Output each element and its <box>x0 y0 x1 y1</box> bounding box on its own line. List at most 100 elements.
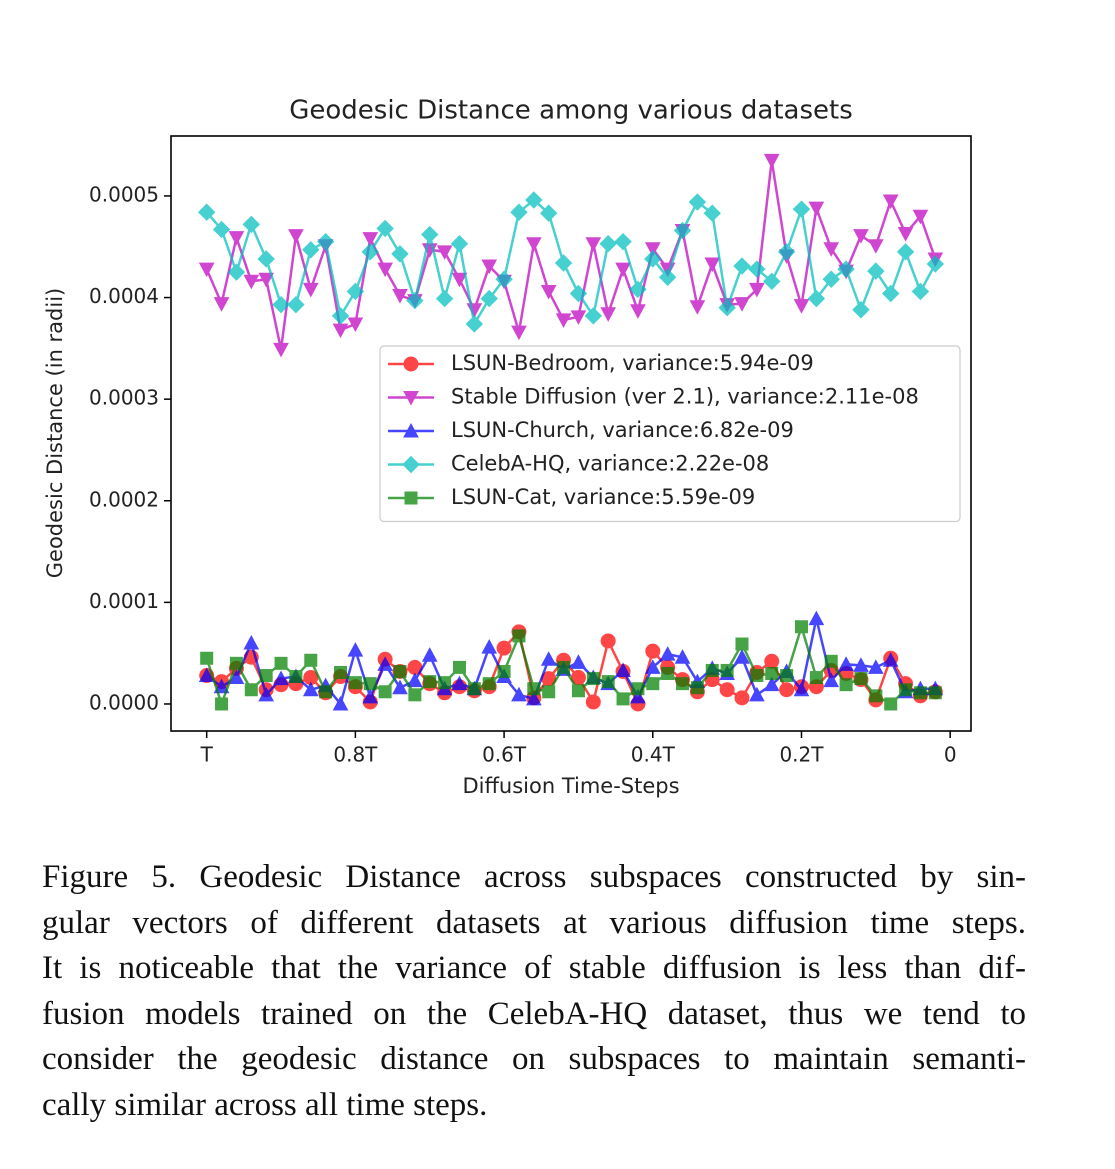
marker <box>867 262 885 280</box>
marker <box>527 682 541 696</box>
marker <box>690 681 704 695</box>
marker <box>228 669 245 685</box>
marker <box>258 686 275 702</box>
marker <box>882 652 899 667</box>
marker <box>644 250 662 268</box>
marker <box>854 672 868 686</box>
legend-swatch <box>388 422 434 438</box>
marker <box>750 669 764 683</box>
marker <box>586 672 600 686</box>
marker <box>406 291 424 310</box>
marker <box>614 232 632 251</box>
marker <box>407 672 423 688</box>
marker <box>569 284 588 303</box>
marker <box>718 299 736 317</box>
legend-label: CelebA-HQ, variance:2.22e-08 <box>451 452 769 476</box>
marker <box>615 262 631 278</box>
marker <box>659 646 676 661</box>
y-tick-label: 0.0000 <box>89 690 159 714</box>
marker <box>570 310 587 325</box>
marker <box>631 682 645 696</box>
marker <box>867 239 884 254</box>
marker <box>808 201 825 217</box>
plot-area <box>197 153 945 712</box>
marker <box>689 300 706 315</box>
marker <box>257 250 275 268</box>
marker <box>899 683 913 697</box>
marker <box>911 282 930 301</box>
marker <box>481 259 498 275</box>
legend: LSUN-Bedroom, variance:5.94e-09 Stable Di… <box>379 345 961 523</box>
marker <box>332 323 349 339</box>
marker <box>824 654 838 668</box>
marker <box>197 203 216 221</box>
marker <box>436 245 453 260</box>
marker <box>242 215 261 234</box>
marker <box>570 654 587 669</box>
marker <box>289 670 303 684</box>
marker <box>792 200 811 218</box>
marker <box>749 282 765 298</box>
y-tick-label: 0.0003 <box>89 386 159 410</box>
marker <box>377 656 393 671</box>
series <box>200 620 942 711</box>
marker <box>319 685 333 699</box>
legend-swatch <box>388 356 434 372</box>
marker <box>897 227 914 242</box>
marker <box>258 272 275 288</box>
marker <box>316 232 335 251</box>
marker <box>347 642 364 657</box>
marker <box>763 272 781 291</box>
marker <box>451 675 468 691</box>
marker <box>465 315 484 333</box>
marker <box>688 193 707 211</box>
legend-label: LSUN-Cat, variance:5.59e-09 <box>451 485 755 509</box>
marker <box>719 682 735 698</box>
marker <box>511 325 527 341</box>
marker <box>287 295 305 314</box>
marker <box>481 639 498 654</box>
marker <box>794 620 808 634</box>
marker <box>200 651 214 665</box>
marker <box>646 677 660 691</box>
marker <box>571 684 585 698</box>
chart: Geodesic Distance among various datasets… <box>43 96 972 798</box>
marker <box>334 665 348 679</box>
marker <box>853 657 869 672</box>
legend-entry: LSUN-Cat, variance:5.59e-09 <box>388 485 755 509</box>
marker <box>228 231 245 246</box>
marker <box>763 676 780 692</box>
marker <box>212 220 231 239</box>
legend-swatch <box>388 491 434 505</box>
marker <box>348 676 362 690</box>
marker <box>629 280 647 299</box>
marker <box>346 282 365 301</box>
marker <box>273 342 289 358</box>
caption-line: fusion models trained on the CelebA-HQ d… <box>42 995 1026 1032</box>
marker <box>584 307 603 325</box>
marker <box>525 191 543 209</box>
marker <box>273 670 289 686</box>
marker <box>734 297 750 312</box>
marker <box>749 686 765 702</box>
marker <box>601 675 615 689</box>
marker <box>362 688 379 704</box>
x-tick-label: T <box>200 743 214 767</box>
marker <box>362 232 379 247</box>
marker <box>540 651 557 666</box>
marker <box>243 274 260 290</box>
marker <box>554 254 573 272</box>
marker <box>763 153 780 169</box>
marker <box>912 209 929 225</box>
marker <box>555 313 572 328</box>
marker <box>869 689 883 703</box>
marker <box>511 686 527 702</box>
y-tick-label: 0.0005 <box>89 182 159 206</box>
marker <box>676 677 690 691</box>
marker <box>198 667 215 683</box>
marker <box>403 391 419 406</box>
marker <box>392 679 408 695</box>
marker <box>630 304 646 319</box>
marker <box>926 255 945 273</box>
